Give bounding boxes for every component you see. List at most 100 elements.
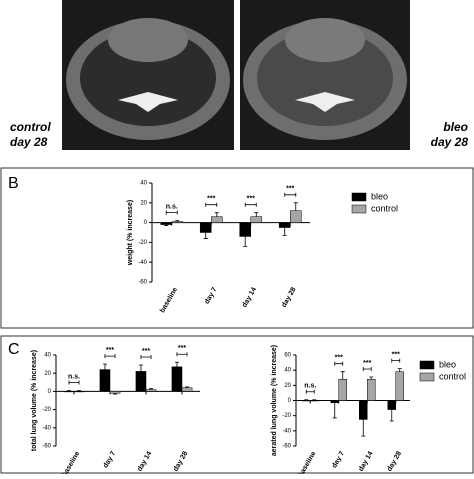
y-tick-label: -60: [138, 280, 147, 286]
significance-bracket: [104, 354, 116, 359]
bar: [199, 222, 212, 233]
bar: [250, 216, 263, 223]
bar: [367, 379, 376, 401]
bar: [359, 400, 368, 420]
y-tick-label: 20: [44, 371, 51, 377]
y-tick-label: 40: [140, 181, 147, 187]
error-bar: [214, 212, 219, 217]
error-bar: [397, 368, 402, 372]
error-bar: [113, 393, 118, 395]
significance-label: ***: [207, 196, 215, 203]
y-tick-label: 60: [284, 353, 291, 359]
significance-label: n.s.: [304, 383, 316, 390]
x-tick-label: baseline: [61, 450, 81, 474]
image-label: control: [10, 120, 51, 134]
error-bar: [293, 202, 298, 211]
legend-swatch: [351, 204, 367, 214]
y-tick-label: -40: [42, 425, 51, 431]
error-bar: [361, 419, 366, 437]
ct-heart: [285, 18, 365, 62]
y-tick-label: -20: [282, 413, 291, 419]
panel-frame: [0, 167, 474, 329]
error-bar: [174, 361, 179, 367]
y-tick-label: 0: [144, 220, 148, 226]
legend-label: bleo: [371, 191, 388, 201]
x-tick-label: baseline: [298, 450, 318, 474]
x-tick-label: baseline: [159, 286, 179, 314]
legend-swatch: [419, 372, 435, 382]
significance-bracket: [68, 380, 80, 385]
bar: [310, 400, 319, 402]
significance-bracket: [205, 202, 218, 207]
y-tick-label: 40: [44, 353, 51, 359]
y-tick-label: -60: [42, 444, 51, 450]
y-tick-label: 0: [288, 398, 292, 404]
bar: [109, 391, 121, 394]
image-label: bleo: [443, 120, 468, 134]
bar: [73, 391, 85, 393]
significance-label: n.s.: [68, 373, 80, 380]
bar: [171, 221, 184, 223]
ct-spine: [295, 92, 355, 112]
ct-lung: [80, 30, 216, 126]
error-bar: [369, 376, 374, 380]
x-tick-label: day 28: [386, 450, 403, 472]
error-bar: [164, 224, 169, 226]
y-axis-label: weight (% increase): [127, 200, 134, 266]
error-bar: [66, 390, 71, 392]
panel-label: C: [8, 341, 20, 358]
panel-label: B: [8, 175, 19, 192]
y-tick-label: -60: [282, 444, 291, 450]
x-tick-label: day 7: [204, 286, 219, 305]
ct-spine: [118, 92, 178, 112]
legend-label: control: [439, 371, 466, 381]
error-bar: [175, 220, 180, 222]
y-axis-label: total lung volume (% increase): [31, 350, 38, 451]
bar: [99, 369, 111, 392]
x-tick-label: day 14: [358, 450, 375, 472]
significance-label: n.s.: [166, 203, 178, 210]
bar: [338, 379, 347, 401]
significance-label: ***: [178, 345, 186, 352]
y-tick-label: -40: [282, 428, 291, 434]
x-tick-label: day 14: [136, 450, 153, 472]
error-bar: [138, 364, 143, 372]
bar: [181, 387, 193, 392]
error-bar: [254, 212, 259, 217]
significance-bracket: [140, 355, 152, 360]
x-tick-label: day 28: [172, 450, 189, 472]
significance-bracket: [176, 352, 188, 357]
bar: [145, 389, 157, 392]
bar: [135, 371, 147, 392]
image-label: day 28: [431, 135, 469, 149]
bar: [302, 400, 311, 402]
error-bar: [185, 386, 190, 388]
y-axis-label: aerated lung volume (% increase): [271, 345, 278, 456]
error-bar: [304, 399, 309, 401]
y-tick-label: -20: [138, 240, 147, 246]
error-bar: [203, 232, 208, 239]
significance-bracket: [284, 192, 297, 197]
significance-label: ***: [106, 347, 114, 354]
x-tick-label: day 7: [102, 450, 117, 469]
bar: [171, 366, 183, 392]
y-tick-label: 20: [140, 200, 147, 206]
significance-bracket: [362, 366, 372, 371]
y-tick-label: -20: [42, 407, 51, 413]
significance-label: ***: [142, 348, 150, 355]
bar: [63, 391, 75, 393]
significance-label: ***: [286, 186, 294, 193]
bar: [160, 222, 173, 225]
significance-label: ***: [247, 196, 255, 203]
bar: [239, 222, 252, 237]
significance-bracket: [165, 210, 178, 215]
error-bar: [77, 390, 82, 392]
significance-bracket: [244, 202, 257, 207]
y-tick-label: 20: [284, 383, 291, 389]
significance-bracket: [334, 361, 344, 366]
error-bar: [340, 371, 345, 380]
bar: [290, 210, 302, 223]
error-bar: [312, 399, 317, 401]
significance-bracket: [391, 358, 401, 363]
